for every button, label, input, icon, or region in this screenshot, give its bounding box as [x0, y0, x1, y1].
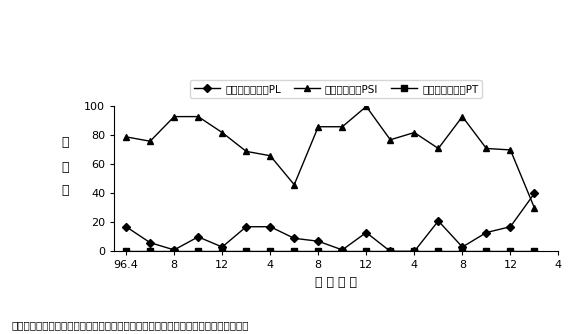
Text: 図１無農薬茶園での輪斑病菌強毒種、弱毒種、腐生性近縁種の消長（静岡県磐田市）: 図１無農薬茶園での輪斑病菌強毒種、弱毒種、腐生性近縁種の消長（静岡県磐田市） [12, 321, 249, 331]
Text: 率: 率 [62, 184, 69, 197]
Legend: 輪斑病菌強毒種PL, 腐生性近縁種PSI, 輪斑病菌弱毒種PT: 輪斑病菌強毒種PL, 腐生性近縁種PSI, 輪斑病菌弱毒種PT [190, 80, 482, 98]
Text: 出: 出 [62, 161, 69, 174]
X-axis label: 調 査 年 月: 調 査 年 月 [315, 276, 357, 289]
Text: 検: 検 [62, 136, 69, 149]
